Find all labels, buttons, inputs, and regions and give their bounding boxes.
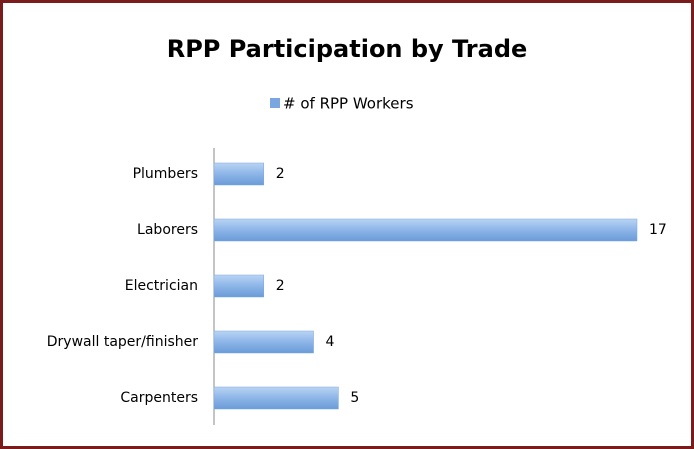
data-label: 2 xyxy=(276,166,285,182)
legend-label: # of RPP Workers xyxy=(283,95,414,113)
bar xyxy=(213,330,314,354)
chart-title: RPP Participation by Trade xyxy=(167,35,528,63)
bar xyxy=(213,218,638,242)
y-tick-label: Laborers xyxy=(137,222,198,238)
legend-swatch xyxy=(270,98,280,108)
data-label: 4 xyxy=(326,334,335,350)
y-tick-label: Electrician xyxy=(125,278,198,294)
y-tick-label: Plumbers xyxy=(133,166,198,182)
bar xyxy=(213,386,339,410)
bar xyxy=(213,162,265,186)
data-label: 2 xyxy=(276,278,285,294)
data-label: 17 xyxy=(649,222,667,238)
y-tick-label: Drywall taper/finisher xyxy=(47,334,198,350)
y-tick-label: Carpenters xyxy=(120,390,198,406)
data-label: 5 xyxy=(350,390,359,406)
bar xyxy=(213,274,265,298)
